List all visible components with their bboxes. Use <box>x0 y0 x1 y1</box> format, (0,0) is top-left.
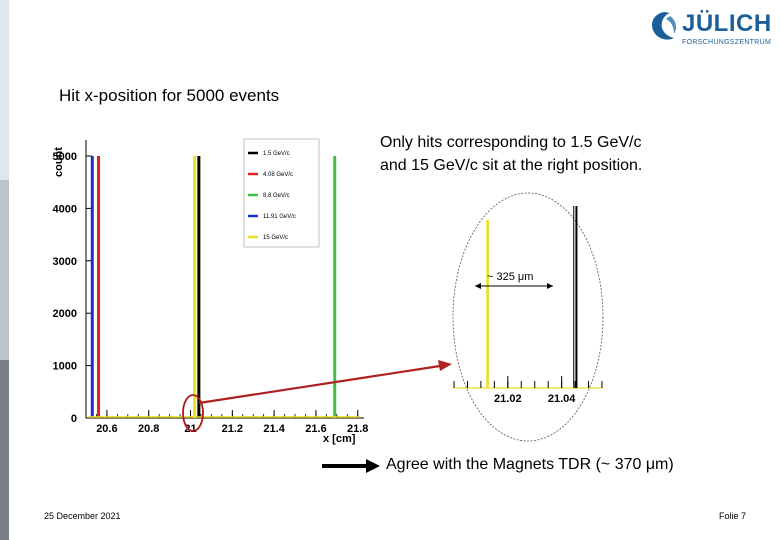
zoom-tick-label: 21.04 <box>548 393 576 405</box>
legend-label: 4.08 GeV/c <box>263 172 293 178</box>
y-tick-label: 0 <box>71 413 77 425</box>
y-tick-label: 5000 <box>53 151 77 163</box>
x-tick-label: 21.8 <box>347 423 368 435</box>
juelich-logo: JÜLICH FORSCHUNGSZENTRUM <box>648 8 772 54</box>
x-tick-label: 20.6 <box>96 423 117 435</box>
legend-label: 15 GeV/c <box>263 235 288 241</box>
zoom-inset: 21.02 21.04 ~ 325 μm <box>452 192 604 442</box>
x-tick-label: 21.4 <box>263 423 285 435</box>
zoom-arrow-head <box>438 360 452 371</box>
zoom-tick-label: 21.02 <box>494 393 522 405</box>
x-tick-label: 21 <box>184 423 196 435</box>
explanation-note: Only hits corresponding to 1.5 GeV/c and… <box>380 131 642 177</box>
note-line-2: and 15 GeV/c sit at the right position. <box>380 157 643 174</box>
y-tick-label: 3000 <box>53 256 77 268</box>
logo-wordmark: JÜLICH <box>682 10 772 37</box>
legend-box <box>243 138 320 248</box>
legend-label: 8.8 GeV/c <box>263 193 290 199</box>
footer-date: 25 December 2021 <box>44 511 121 521</box>
sidebar-band-bottom <box>0 360 9 540</box>
y-tick-label: 1000 <box>53 361 77 373</box>
agree-arrow-head <box>366 459 380 473</box>
main-histogram: 0 1000 2000 3000 4000 5000 20.6 20.8 21 21.2 21.4… <box>53 138 368 445</box>
juelich-logo-icon <box>652 12 677 40</box>
x-ticks: 20.6 20.8 21 21.2 21.4 21.6 21.8 <box>96 410 368 435</box>
x-tick-label: 21.2 <box>222 423 243 435</box>
spacing-annotation: ~ 325 μm <box>487 271 533 283</box>
peak-highlight-circle <box>182 394 204 432</box>
histogram-bars <box>88 156 360 418</box>
y-tick-label: 2000 <box>53 308 77 320</box>
spacing-arrow-left <box>475 283 481 289</box>
x-tick-label: 21.6 <box>305 423 326 435</box>
logo-subtitle: FORSCHUNGSZENTRUM <box>682 39 772 46</box>
y-axis-label: count <box>53 147 65 177</box>
legend-label: 1.5 GeV/c <box>263 151 290 157</box>
slide-title: Hit x-position for 5000 events <box>59 86 280 105</box>
zoom-bars <box>486 206 578 388</box>
y-tick-label: 4000 <box>53 203 77 215</box>
spacing-arrow-right <box>547 283 553 289</box>
legend-label: 11.91 GeV/c <box>263 214 296 220</box>
sidebar-band-middle <box>0 180 9 360</box>
sidebar-band-top <box>0 0 9 180</box>
conclusion-text: Agree with the Magnets TDR (~ 370 μm) <box>386 456 674 473</box>
zoom-x-ticks: 21.02 21.04 <box>453 376 603 405</box>
legend: 1.5 GeV/c 4.08 GeV/c 8.8 GeV/c 11.91 GeV/c 1… <box>243 138 320 248</box>
zoom-ellipse <box>452 192 604 442</box>
note-line-1: Only hits corresponding to 1.5 GeV/c <box>380 134 642 151</box>
x-axis-label: x [cm] <box>323 433 356 445</box>
footer-page-number: Folie 7 <box>719 511 747 521</box>
zoom-arrow-line <box>198 364 441 405</box>
x-tick-label: 20.8 <box>138 423 159 435</box>
